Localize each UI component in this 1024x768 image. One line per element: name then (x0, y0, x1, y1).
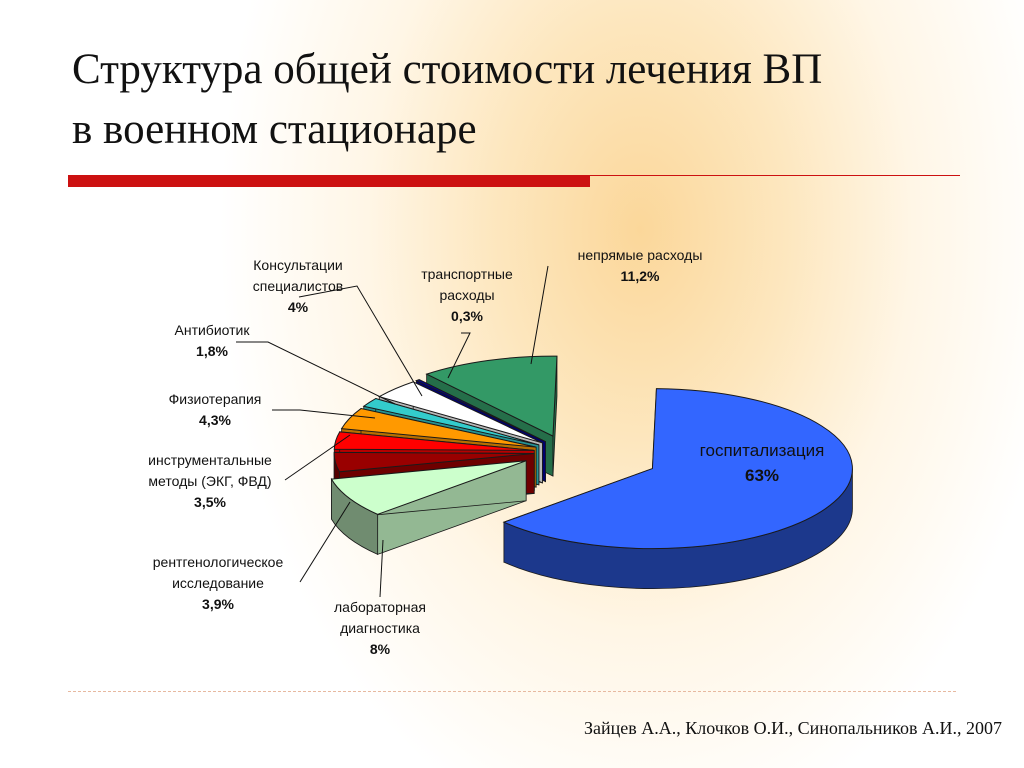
pie-slice-top (425, 355, 558, 437)
slice-label-instrumental-line-1: инструментальные (148, 452, 272, 468)
slice-label-physio-name: Физиотерапия (168, 391, 262, 407)
slice-label-lab: лабораторная диагностика 8% (310, 597, 450, 660)
slice-label-antibiotic-value: 1,8% (196, 343, 228, 359)
slice-label-antibiotic-name: Антибиотик (174, 322, 250, 338)
slice-label-consult-line-2: специалистов (252, 278, 344, 294)
leader-line (272, 409, 376, 419)
leader-line (299, 501, 351, 583)
pie-slice (502, 388, 853, 589)
slice-label-physio-value: 4,3% (199, 412, 231, 428)
leader-line (530, 265, 549, 365)
slice-label-physio: Физиотерапия 4,3% (145, 389, 285, 431)
citation: Зайцев А.А., Клочков О.И., Синопальников… (584, 718, 1002, 738)
slice-label-hospitalization-value: 63% (744, 466, 780, 485)
pie-slice-top (414, 379, 546, 443)
pie-slices (330, 355, 853, 589)
pie-slice-top (333, 431, 535, 451)
pie-slice-top (330, 460, 527, 515)
leader-line (298, 285, 423, 397)
slice-label-instrumental-line-2: методы (ЭКГ, ФВД) (148, 473, 272, 489)
pie-slice-top (333, 451, 535, 473)
title-divider-bar (68, 175, 590, 187)
slice-label-indirect-name: непрямые расходы (577, 247, 703, 263)
pie-slice-top (340, 407, 537, 448)
slide-title-line-1: Структура общей стоимости лечения ВП (72, 46, 823, 93)
slice-label-instrumental-value: 3,5% (194, 494, 226, 510)
slice-label-transport-value: 0,3% (451, 308, 483, 324)
slice-label-xray-line-2: исследование (172, 575, 264, 591)
leader-line (236, 341, 396, 405)
slide-title: Структура общей стоимости лечения ВП в в… (72, 40, 972, 160)
leader-line (447, 332, 471, 379)
leader-line (379, 539, 384, 598)
slice-label-xray: рентгенологическое исследование 3,9% (118, 552, 318, 615)
slice-label-consult-value: 4% (287, 299, 309, 315)
slice-label-antibiotic: Антибиотик 1,8% (142, 320, 282, 362)
title-divider-line (590, 175, 960, 176)
slide-title-line-2: в военном стационаре (72, 106, 477, 153)
slice-label-lab-line-2: диагностика (340, 620, 420, 636)
slice-label-indirect: непрямые расходы 11,2% (545, 245, 735, 287)
slice-label-xray-line-1: рентгенологическое (152, 554, 284, 570)
slice-label-instrumental: инструментальные методы (ЭКГ, ФВД) 3,5% (124, 450, 296, 513)
leader-line (284, 434, 351, 481)
slice-label-lab-line-1: лабораторная (334, 599, 426, 615)
slice-label-indirect-value: 11,2% (620, 268, 660, 284)
slice-label-xray-value: 3,9% (202, 596, 234, 612)
slice-label-transport-line-2: расходы (439, 287, 495, 303)
footer-divider (68, 691, 956, 692)
slice-label-hospitalization: госпитализация 63% (672, 438, 852, 488)
slice-label-transport-line-1: транспортные (421, 266, 513, 282)
pie-slice (330, 460, 527, 555)
slice-label-transport: транспортные расходы 0,3% (397, 264, 537, 327)
slice-label-hospitalization-name: госпитализация (699, 441, 825, 460)
slice-label-lab-value: 8% (369, 641, 391, 657)
slice-label-consult-line-1: Консультации (253, 257, 343, 273)
pie-slice-top (362, 398, 540, 446)
slice-label-consult: Консультации специалистов 4% (228, 255, 368, 318)
pie-slice-top (502, 388, 853, 550)
leader-lines (236, 265, 549, 598)
